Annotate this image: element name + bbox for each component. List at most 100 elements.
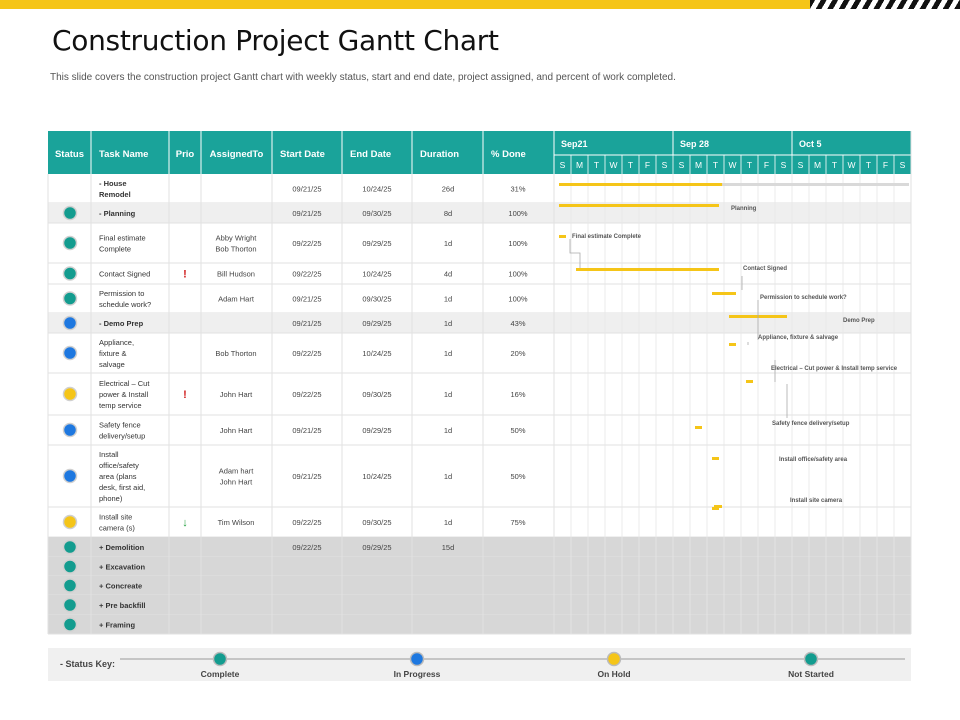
task-name: fixture & bbox=[99, 349, 127, 358]
day-label: S bbox=[798, 160, 804, 170]
gantt-bar bbox=[729, 343, 736, 346]
percent-done: 50% bbox=[510, 426, 525, 435]
shaded-row bbox=[48, 203, 911, 223]
task-name: Appliance, bbox=[99, 338, 134, 347]
status-key-item: Complete bbox=[201, 669, 240, 679]
task-name: + Framing bbox=[99, 621, 135, 630]
column-header: Status bbox=[55, 149, 84, 160]
percent-done: 75% bbox=[510, 518, 525, 527]
gantt-bar bbox=[559, 204, 719, 207]
gantt-bar bbox=[714, 505, 722, 508]
table-header bbox=[48, 131, 911, 174]
page-title: Construction Project Gantt Chart bbox=[52, 24, 499, 57]
day-label: F bbox=[645, 160, 650, 170]
gantt-bar-label: Install site camera bbox=[790, 498, 843, 504]
task-name: temp service bbox=[99, 401, 142, 410]
gantt-bar bbox=[712, 457, 719, 460]
status-dot bbox=[62, 617, 78, 632]
start-date: 09/21/25 bbox=[292, 295, 321, 304]
day-label: F bbox=[883, 160, 888, 170]
task-name: + Pre backfill bbox=[99, 601, 145, 610]
day-label: S bbox=[662, 160, 668, 170]
percent-done: 100% bbox=[508, 239, 528, 248]
status-key-dot bbox=[212, 651, 228, 667]
status-key-dot bbox=[606, 651, 622, 667]
column-header: Start Date bbox=[280, 149, 325, 160]
status-dot bbox=[62, 315, 78, 331]
status-dot bbox=[62, 291, 78, 306]
status-dot bbox=[62, 266, 78, 281]
dependency-arrow bbox=[569, 239, 581, 268]
day-label: S bbox=[900, 160, 906, 170]
start-date: 09/21/25 bbox=[292, 209, 321, 218]
assigned-to: Adam hart bbox=[219, 467, 255, 476]
column-header: Prio bbox=[176, 149, 195, 160]
assigned-to: Bob Thorton bbox=[215, 245, 256, 254]
end-date: 09/29/25 bbox=[362, 543, 391, 552]
status-dot bbox=[62, 514, 78, 530]
task-name: - Planning bbox=[99, 209, 136, 218]
status-dot bbox=[62, 345, 78, 361]
status-key-dot bbox=[409, 651, 425, 667]
hazard-stripes bbox=[810, 0, 960, 9]
summary-row bbox=[48, 615, 911, 634]
day-label: F bbox=[764, 160, 769, 170]
status-key-item: Not Started bbox=[788, 669, 834, 679]
start-date: 09/21/25 bbox=[292, 319, 321, 328]
week-label: Sep 28 bbox=[680, 139, 709, 149]
task-name: phone) bbox=[99, 494, 123, 503]
percent-done: 100% bbox=[508, 295, 528, 304]
day-label: T bbox=[832, 160, 837, 170]
top-accent-bar bbox=[0, 0, 960, 9]
assigned-to: Bob Thorton bbox=[215, 349, 256, 358]
gantt-bar-label: Safety fence delivery/setup bbox=[772, 421, 850, 427]
start-date: 09/22/25 bbox=[292, 543, 321, 552]
duration: 8d bbox=[444, 209, 452, 218]
status-dot bbox=[62, 422, 78, 438]
day-label: W bbox=[609, 160, 617, 170]
gantt-bar-label: Contact Signed bbox=[743, 266, 787, 272]
task-name: Safety fence bbox=[99, 421, 141, 430]
day-label: W bbox=[847, 160, 855, 170]
task-name: - Demo Prep bbox=[99, 319, 144, 328]
duration: 1d bbox=[444, 426, 452, 435]
status-dot bbox=[62, 235, 78, 251]
end-date: 09/30/25 bbox=[362, 390, 391, 399]
duration: 1d bbox=[444, 349, 452, 358]
day-label: T bbox=[628, 160, 633, 170]
column-header: End Date bbox=[350, 149, 391, 160]
status-key-item: On Hold bbox=[597, 669, 630, 679]
duration: 1d bbox=[444, 390, 452, 399]
task-name: desk, first aid, bbox=[99, 483, 145, 492]
status-dot bbox=[62, 205, 78, 221]
priority-icon: ! bbox=[183, 269, 187, 281]
day-label: M bbox=[576, 160, 583, 170]
gantt-bar bbox=[695, 426, 702, 429]
gantt-bar-label: Appliance, fixture & salvage bbox=[758, 335, 839, 341]
gantt-bar-label: Planning bbox=[731, 206, 757, 212]
column-header: Task Name bbox=[99, 149, 148, 160]
end-date: 09/29/25 bbox=[362, 239, 391, 248]
task-name: Permission to bbox=[99, 289, 144, 298]
start-date: 09/22/25 bbox=[292, 349, 321, 358]
start-date: 09/22/25 bbox=[292, 270, 321, 279]
start-date: 09/22/25 bbox=[292, 239, 321, 248]
gantt-bar bbox=[559, 183, 723, 186]
summary-track bbox=[560, 183, 909, 186]
duration: 1d bbox=[444, 295, 452, 304]
week-label: Oct 5 bbox=[799, 139, 822, 149]
status-dot bbox=[62, 539, 78, 555]
duration: 1d bbox=[444, 319, 452, 328]
percent-done: 43% bbox=[510, 319, 525, 328]
start-date: 09/22/25 bbox=[292, 390, 321, 399]
percent-done: 16% bbox=[510, 390, 525, 399]
end-date: 09/30/25 bbox=[362, 295, 391, 304]
assigned-to: John Hart bbox=[220, 478, 253, 487]
gantt-bar-label: Electrical – Cut power & Install temp se… bbox=[771, 366, 898, 372]
assigned-to: Abby Wright bbox=[216, 234, 258, 243]
task-name: + Concreate bbox=[99, 582, 142, 591]
task-name: Electrical – Cut bbox=[99, 379, 150, 388]
task-name: delivery/setup bbox=[99, 432, 145, 441]
gantt-bar bbox=[712, 507, 719, 510]
task-name: Remodel bbox=[99, 190, 131, 199]
